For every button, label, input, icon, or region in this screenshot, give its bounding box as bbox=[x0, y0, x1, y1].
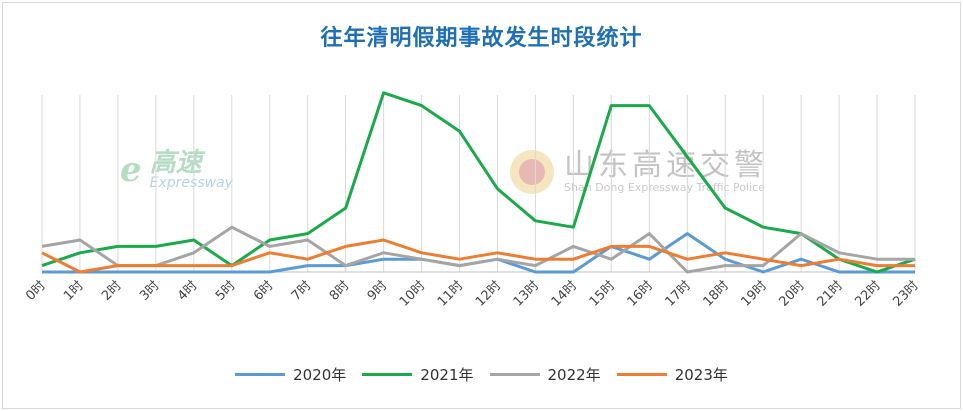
legend-swatch bbox=[362, 373, 413, 376]
x-tick-label: 20时 bbox=[776, 278, 807, 309]
x-tick-label: 4时 bbox=[175, 278, 201, 304]
legend-label: 2023年 bbox=[674, 366, 728, 384]
x-tick-label: 23时 bbox=[890, 278, 921, 309]
x-tick-label: 2时 bbox=[99, 278, 125, 304]
x-tick-label: 12时 bbox=[473, 278, 504, 309]
x-tick-label: 19时 bbox=[739, 278, 770, 309]
x-tick-label: 7时 bbox=[289, 278, 315, 304]
legend-item: 2021年 bbox=[362, 364, 474, 385]
x-tick-label: 9时 bbox=[365, 278, 391, 304]
legend-swatch bbox=[235, 373, 286, 376]
x-tick-label: 0时 bbox=[23, 278, 49, 304]
legend-label: 2021年 bbox=[420, 366, 474, 384]
legend-item: 2022年 bbox=[489, 364, 601, 385]
chart-title: 往年清明假期事故发生时段统计 bbox=[320, 26, 643, 51]
x-tick-label: 13时 bbox=[511, 278, 542, 309]
legend-label: 2020年 bbox=[293, 366, 347, 384]
legend-label: 2022年 bbox=[547, 366, 601, 384]
x-tick-label: 10时 bbox=[397, 278, 428, 309]
chart-legend: 2020年 2021年 2022年 2023年 bbox=[0, 364, 963, 385]
legend-item: 2020年 bbox=[235, 364, 346, 385]
x-tick-label: 14时 bbox=[549, 278, 580, 309]
x-tick-label: 6时 bbox=[251, 278, 277, 304]
series-line-1 bbox=[41, 91, 916, 274]
x-tick-label: 22时 bbox=[852, 278, 883, 309]
x-tick-label: 21时 bbox=[814, 278, 845, 309]
legend-swatch bbox=[489, 373, 540, 376]
x-tick-label: 17时 bbox=[663, 278, 694, 309]
x-tick-label: 15时 bbox=[587, 278, 618, 309]
legend-swatch bbox=[616, 373, 667, 376]
x-tick-label: 3时 bbox=[137, 278, 163, 304]
x-tick-label: 8时 bbox=[327, 278, 353, 304]
legend-item: 2023年 bbox=[616, 364, 728, 385]
x-tick-label: 16时 bbox=[625, 278, 656, 309]
x-tick-label: 1时 bbox=[61, 278, 87, 304]
series-line-3 bbox=[41, 238, 915, 274]
x-tick-label: 11时 bbox=[435, 278, 466, 309]
x-tick-label: 18时 bbox=[701, 278, 732, 309]
x-tick-label: 5时 bbox=[213, 278, 239, 304]
